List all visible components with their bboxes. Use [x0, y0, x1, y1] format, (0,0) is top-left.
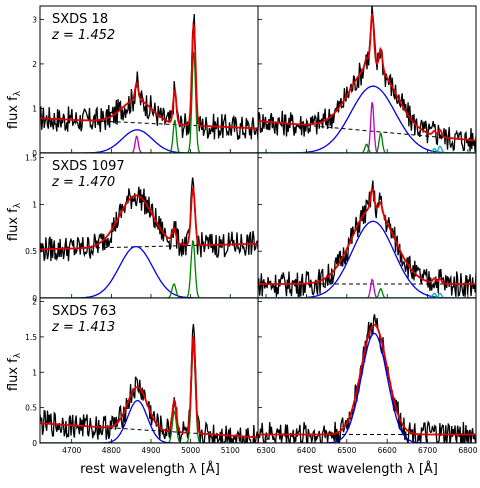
y-tick-label: 2 [32, 298, 37, 307]
x-axis-label-left: rest wavelength λ [Å] [80, 461, 220, 477]
broad-hbeta-component [40, 399, 258, 443]
y-tick-label: 0 [32, 439, 37, 448]
panel-frame [257, 297, 477, 444]
observed-spectrum [40, 13, 258, 140]
total-model-fit [40, 21, 258, 130]
spectrum-panel-2 [257, 5, 477, 154]
total-model-fit [258, 13, 476, 142]
y-tick-label: 0 [32, 294, 37, 303]
y-axis-label-top: flux fλ [6, 90, 23, 129]
observed-spectrum [40, 323, 258, 443]
total-model-fit [40, 187, 258, 251]
x-tick-label: 6800 [458, 446, 477, 455]
broad-halpha-component [258, 220, 476, 298]
y-tick-label: 0.5 [25, 247, 37, 256]
plot-area [258, 314, 476, 443]
x-tick-label: 5100 [221, 446, 240, 455]
plot-area [40, 13, 258, 153]
x-tick-label: 6300 [257, 446, 276, 455]
total-model-fit [40, 335, 258, 439]
panel-frame [257, 152, 477, 299]
narrow-hbeta-component [40, 135, 258, 153]
object-redshift: z = 1.452 [51, 28, 115, 43]
y-tick-label: 1.5 [25, 333, 37, 342]
y-tick-label: 1 [32, 104, 37, 113]
plot-area [40, 177, 258, 298]
nii-6548-component [258, 143, 476, 153]
spectrum-panel-1: 0 1 2 3 SXDS 18z = 1.452 [32, 5, 259, 158]
y-tick-label: 3 [32, 15, 37, 24]
object-name: SXDS 763 [52, 304, 116, 319]
plot-area [258, 180, 476, 298]
x-tick-label: 4800 [102, 446, 121, 455]
y-tick-label: 1.5 [25, 154, 37, 163]
observed-spectrum [258, 6, 476, 152]
x-tick-label: 4900 [141, 446, 160, 455]
plot-area [40, 323, 258, 443]
broad-hbeta-component [40, 129, 258, 153]
x-axis-label-right: rest wavelength λ [Å] [298, 461, 438, 477]
observed-spectrum [258, 180, 476, 298]
y-tick-label: 1 [32, 368, 37, 377]
object-name: SXDS 1097 [52, 159, 125, 174]
x-tick-label: 6700 [418, 446, 437, 455]
y-tick-label: 2 [32, 60, 37, 69]
object-redshift: z = 1.413 [51, 320, 115, 335]
plot-area [258, 6, 476, 153]
oiii-4959-component [40, 282, 258, 298]
object-name: SXDS 18 [52, 12, 108, 27]
y-tick-label: 1 [32, 200, 37, 209]
oiii-5007-component [40, 240, 258, 298]
total-model-fit [258, 186, 476, 285]
object-redshift: z = 1.470 [51, 175, 115, 190]
observed-spectrum [258, 314, 476, 443]
x-tick-label: 5000 [181, 446, 200, 455]
x-tick-label: 6500 [337, 446, 356, 455]
total-model-fit [258, 323, 476, 436]
y-tick-label: 0.5 [25, 404, 37, 413]
y-axis-label-middle: flux fλ [6, 202, 23, 241]
x-tick-label: 6400 [297, 446, 316, 455]
spectrum-panel-4 [257, 152, 477, 299]
sii-6731-component [258, 292, 476, 298]
broad-halpha-component [258, 332, 476, 443]
y-axis-label-bottom: flux fλ [6, 352, 23, 391]
y-tick-label: 0 [32, 149, 37, 158]
spectrum-panel-6: 6300 6400 6500 6600 6700 6800 [257, 297, 478, 455]
oiii-5007-component [40, 49, 258, 153]
x-tick-label: 4700 [62, 446, 81, 455]
x-tick-label: 6600 [378, 446, 397, 455]
sii-6731-component [258, 145, 476, 153]
